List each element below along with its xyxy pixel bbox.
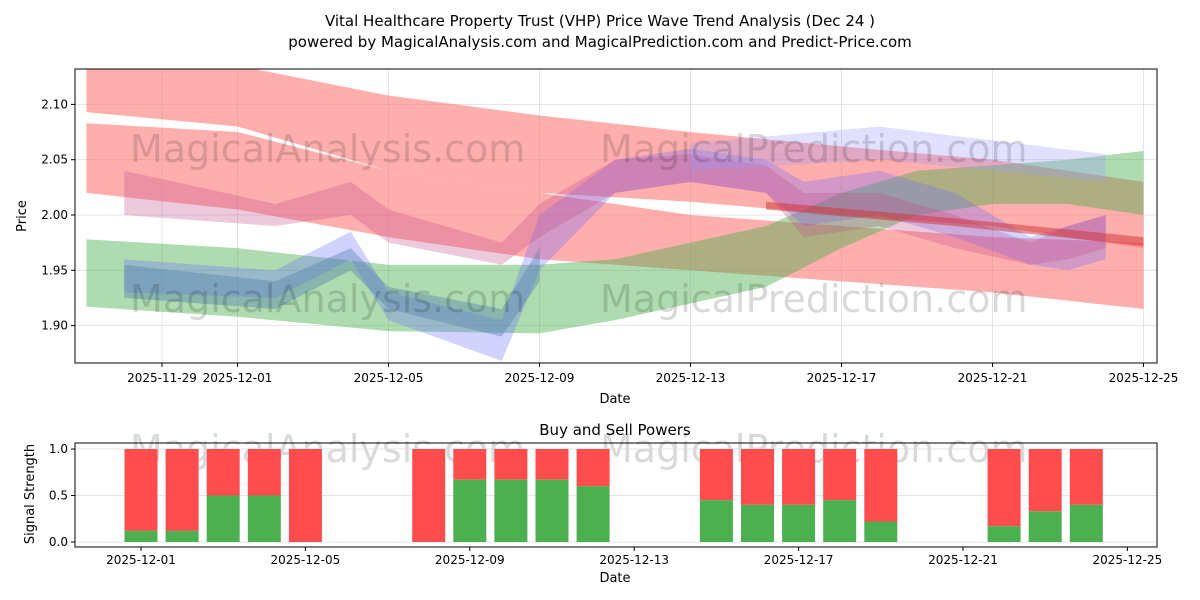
x-tick-label: 2025-12-09 <box>435 553 505 567</box>
sell-bar <box>412 449 446 542</box>
buy-bar <box>124 530 158 542</box>
chart-title: Vital Healthcare Property Trust (VHP) Pr… <box>325 12 875 30</box>
buy-bar <box>494 479 528 542</box>
y-tick-label: 1.90 <box>41 319 68 333</box>
y-tick-label: 2.10 <box>41 97 68 111</box>
buy-bar <box>453 479 487 542</box>
price-wave-plot: 2025-11-29 2025-12-01 2025-12-05 2025-12-09… <box>41 68 1179 385</box>
watermark: MagicalPrediction.com <box>600 277 1028 321</box>
sell-bar <box>823 449 857 501</box>
x-tick-label: 2025-11-29 <box>127 371 197 385</box>
price-wave-band-4 <box>124 248 540 337</box>
sell-bar <box>535 449 569 480</box>
watermark: MagicalPrediction.com <box>600 127 1028 171</box>
sell-bar <box>247 449 281 496</box>
y-tick-label: 1.95 <box>41 263 68 277</box>
x-tick-label: 2025-12-05 <box>271 553 341 567</box>
watermark: MagicalAnalysis.com <box>130 277 525 321</box>
sell-bar <box>1028 449 1062 512</box>
buy-bar <box>247 495 281 542</box>
plot-frame <box>74 442 1158 548</box>
y-tick-label: 0.0 <box>49 535 68 549</box>
price-wave-band-0 <box>86 69 1144 249</box>
price-wave-band-5 <box>124 154 1106 265</box>
sell-bar <box>1069 449 1103 505</box>
price-wave-band-1 <box>86 123 1144 310</box>
buy-bar <box>1069 504 1103 542</box>
sell-bar <box>206 449 240 496</box>
y-tick-label: 2.05 <box>41 153 68 167</box>
price-wave-band-3 <box>124 148 1106 361</box>
bands-group <box>86 69 1144 361</box>
buy-bar <box>1028 511 1062 542</box>
buy-bar <box>165 530 199 542</box>
buy-bar <box>535 479 569 542</box>
bar-chart-title: Buy and Sell Powers <box>539 421 691 439</box>
buy-bar <box>206 495 240 542</box>
x-tick-label: 2025-12-17 <box>764 553 834 567</box>
x-tick-label: 2025-12-17 <box>807 371 877 385</box>
sell-bar <box>576 449 610 487</box>
y-tick-label: 2.00 <box>41 208 68 222</box>
sell-bar <box>864 449 898 522</box>
sell-bar <box>782 449 816 505</box>
buy-bar <box>782 504 816 542</box>
x-tick-label: 2025-12-01 <box>106 553 176 567</box>
buy-bar <box>823 500 857 542</box>
buy-bar <box>741 504 774 542</box>
sell-bar <box>494 449 528 480</box>
x-tick-label: 2025-12-21 <box>958 371 1028 385</box>
price-wave-band-2 <box>86 150 1144 334</box>
buy-sell-plot: MagicalAnalysis.comMagicalPrediction.com… <box>49 427 1162 567</box>
x-tick-label: 2025-12-25 <box>1109 371 1179 385</box>
sell-bar <box>699 449 733 501</box>
sell-bar <box>453 449 487 480</box>
buy-bar <box>576 486 610 542</box>
x-tick-label: 2025-12-13 <box>599 553 669 567</box>
bar-y-axis-label: Signal Strength <box>23 444 38 544</box>
sell-bar <box>987 449 1021 527</box>
y-tick-label: 1.0 <box>49 442 68 456</box>
x-tick-label: 2025-12-09 <box>505 371 575 385</box>
bar-x-axis-label: Date <box>599 571 630 586</box>
x-tick-label: 2025-12-05 <box>354 371 424 385</box>
x-axis-label: Date <box>599 392 630 407</box>
sell-bar <box>124 449 158 531</box>
chart-subtitle: powered by MagicalAnalysis.com and Magic… <box>288 33 912 51</box>
buy-bar <box>987 526 1021 542</box>
price-wave-band-7 <box>766 201 1144 246</box>
plot-frame <box>74 68 1158 364</box>
y-tick-label: 0.5 <box>49 489 68 503</box>
buy-bar <box>699 500 733 542</box>
x-tick-label: 2025-12-25 <box>1093 553 1163 567</box>
x-tick-label: 2025-12-13 <box>656 371 726 385</box>
watermark: MagicalAnalysis.com <box>130 127 525 171</box>
x-tick-label: 2025-12-21 <box>928 553 998 567</box>
x-tick-label: 2025-12-01 <box>203 371 273 385</box>
y-axis-label: Price <box>15 200 30 232</box>
buy-bar <box>864 521 898 542</box>
price-wave-band-6 <box>690 126 1106 182</box>
sell-bar <box>741 449 774 505</box>
sell-bar <box>165 449 199 531</box>
sell-bar <box>288 449 322 542</box>
